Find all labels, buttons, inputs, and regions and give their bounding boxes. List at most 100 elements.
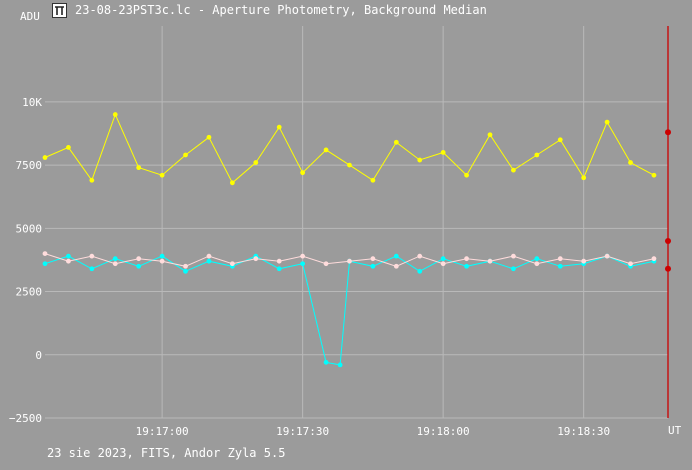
data-point (136, 165, 142, 171)
x-tick-label: 19:18:00 (417, 425, 470, 438)
data-point (229, 180, 235, 186)
data-point (66, 258, 71, 264)
y-axis-unit-label: ADU (20, 10, 40, 23)
data-point (651, 256, 657, 262)
footer-caption: 23 sie 2023, FITS, Andor Zyla 5.5 (47, 446, 286, 460)
data-point (511, 266, 516, 272)
data-point (183, 268, 188, 274)
data-point (557, 263, 563, 269)
grid-layer (45, 26, 668, 419)
pi-logo-icon[interactable] (52, 3, 67, 18)
data-point (300, 253, 306, 259)
data-point (651, 172, 657, 178)
data-point (370, 177, 376, 183)
series-line (44, 113, 655, 184)
data-point (89, 177, 95, 183)
data-point (66, 253, 71, 259)
x-tick-label: 19:17:30 (276, 425, 329, 438)
data-point (393, 139, 399, 145)
data-point (440, 256, 446, 262)
data-point (511, 253, 516, 259)
data-point (417, 268, 423, 274)
data-point (112, 112, 118, 117)
cursor-marker (665, 129, 671, 136)
data-point (206, 258, 212, 264)
data-point (323, 147, 329, 153)
series-line (44, 255, 655, 366)
data-point (253, 160, 259, 165)
data-point (42, 261, 48, 267)
data-point (557, 137, 563, 143)
data-point (581, 175, 587, 181)
data-point (42, 155, 48, 160)
data-point (557, 256, 563, 262)
window-title: 23-08-23PST3c.lc - Aperture Photometry, … (75, 3, 487, 17)
data-point (581, 258, 587, 264)
data-point (136, 263, 142, 269)
data-point (393, 253, 399, 259)
cursor-marker (665, 237, 671, 244)
data-point (183, 263, 188, 269)
data-point (276, 258, 282, 264)
time-cursor[interactable] (665, 26, 671, 418)
y-tick-label: 2500 (16, 286, 43, 299)
data-point (89, 253, 95, 259)
data-point (604, 119, 610, 125)
data-point (112, 256, 118, 262)
y-tick-label: 5000 (16, 222, 43, 235)
y-tick-label: −2500 (9, 412, 42, 425)
x-tick-label: 19:18:30 (557, 425, 610, 438)
data-point (417, 253, 423, 259)
data-point (159, 258, 165, 264)
data-point (337, 362, 343, 368)
title-bar: 23-08-23PST3c.lc - Aperture Photometry, … (0, 0, 692, 24)
data-point (487, 132, 493, 138)
x-axis-unit-label: UT (668, 424, 682, 437)
data-point (253, 256, 259, 262)
data-point (206, 134, 212, 140)
data-point (183, 152, 188, 158)
data-point (534, 152, 540, 158)
data-point (464, 256, 469, 262)
x-tick-label: 19:17:00 (136, 425, 189, 438)
data-point (347, 258, 352, 264)
tick-labels: −2500 0 2500 5000 7500 10K 19:17:00 19:17:30 19:… (9, 96, 610, 438)
data-point (300, 170, 306, 176)
data-point (136, 256, 142, 262)
data-point (417, 157, 423, 163)
series-layer (42, 112, 657, 368)
data-point (534, 261, 540, 267)
data-point (464, 172, 469, 178)
data-point (159, 172, 165, 178)
data-point (112, 261, 118, 267)
data-point (440, 261, 446, 267)
data-point (464, 263, 469, 269)
data-point (276, 266, 282, 272)
series-0 (42, 112, 657, 186)
data-point (89, 266, 95, 272)
data-point (323, 359, 329, 365)
series-1 (42, 253, 657, 368)
data-point (604, 253, 610, 259)
data-point (628, 160, 633, 165)
data-point (347, 162, 352, 168)
y-tick-label: 0 (35, 349, 42, 362)
series-2 (42, 251, 657, 269)
data-point (300, 261, 306, 267)
data-point (511, 167, 516, 173)
data-point (628, 261, 633, 267)
data-point (276, 124, 282, 130)
y-tick-label: 10K (22, 96, 42, 109)
data-point (370, 263, 376, 269)
data-point (42, 251, 48, 257)
cursor-marker (665, 265, 671, 272)
data-point (66, 144, 71, 150)
data-point (229, 261, 235, 267)
data-point (440, 150, 446, 155)
data-point (393, 263, 399, 269)
data-point (534, 256, 540, 262)
y-tick-label: 7500 (16, 159, 43, 172)
data-point (370, 256, 376, 262)
data-point (206, 253, 212, 259)
